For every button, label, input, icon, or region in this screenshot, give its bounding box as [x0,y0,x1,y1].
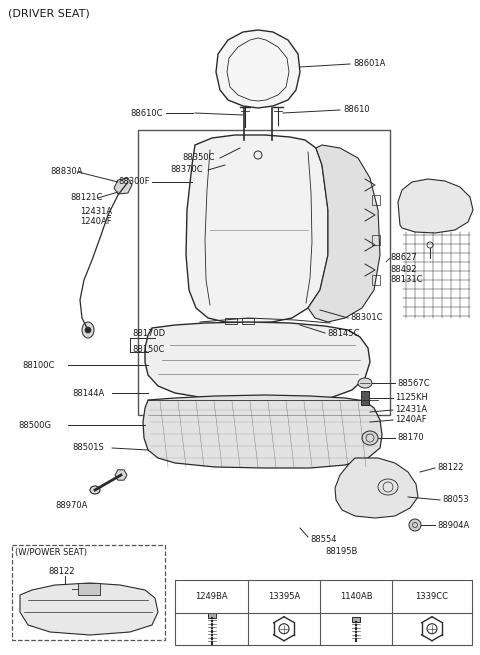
Text: 88601A: 88601A [353,60,385,69]
Text: 88145C: 88145C [327,329,360,337]
Text: 88370C: 88370C [170,166,203,174]
Text: 88501S: 88501S [72,443,104,453]
Text: 88500G: 88500G [18,421,51,430]
Text: 88053: 88053 [442,495,468,504]
Text: 88904A: 88904A [437,521,469,529]
Ellipse shape [362,431,378,445]
Text: 88301C: 88301C [350,314,383,322]
Text: 1140AB: 1140AB [340,591,372,601]
Text: 88627: 88627 [390,253,417,263]
Text: 88567C: 88567C [397,379,430,388]
Text: (W/POWER SEAT): (W/POWER SEAT) [15,548,87,557]
Bar [372,235,380,245]
Polygon shape [335,458,418,518]
Polygon shape [186,135,328,323]
Text: 88122: 88122 [48,567,74,576]
Text: 88554: 88554 [310,536,336,544]
Ellipse shape [90,486,100,494]
Text: 88610C: 88610C [130,109,163,117]
Bar [12,545,165,640]
Text: 1240AF: 1240AF [395,415,427,424]
Text: 88144A: 88144A [72,388,104,398]
Text: 88170: 88170 [397,434,424,443]
Ellipse shape [358,378,372,388]
Bar [78,583,100,595]
Text: 88350C: 88350C [182,153,215,162]
Polygon shape [143,395,382,468]
Text: 88970A: 88970A [55,500,87,510]
Text: 88610: 88610 [343,105,370,115]
Polygon shape [115,470,127,480]
Text: 88122: 88122 [437,464,464,472]
Polygon shape [216,30,300,108]
Polygon shape [398,179,473,233]
Text: 88131C: 88131C [390,276,422,284]
Text: 1249BA: 1249BA [195,591,228,601]
Text: 88121C: 88121C [70,193,102,202]
Text: 12431A: 12431A [395,405,427,415]
Bar [242,318,254,324]
Polygon shape [308,145,380,322]
Text: 88830A: 88830A [50,168,83,176]
Text: (DRIVER SEAT): (DRIVER SEAT) [8,9,90,19]
Polygon shape [20,583,158,635]
Bar [372,195,380,205]
Polygon shape [145,322,370,401]
Bar [361,391,369,405]
Text: 88300F: 88300F [119,178,150,187]
Text: 88195B: 88195B [325,548,358,557]
Text: 88492: 88492 [390,265,417,274]
Text: 1339CC: 1339CC [416,591,448,601]
Bar [175,580,472,645]
Circle shape [409,519,421,531]
Text: 12431A: 12431A [80,208,112,217]
Polygon shape [114,178,132,194]
Text: 88150C: 88150C [132,345,164,354]
Bar [372,275,380,285]
Circle shape [85,327,91,333]
Bar [207,612,216,618]
Bar [138,130,390,415]
Text: 1125KH: 1125KH [395,394,428,403]
Bar [352,617,360,622]
Text: 88170D: 88170D [132,329,165,337]
Text: 88100C: 88100C [22,360,54,369]
Text: 1240AF: 1240AF [80,217,112,227]
Ellipse shape [82,322,94,338]
Bar [225,318,237,324]
Text: 13395A: 13395A [268,591,300,601]
